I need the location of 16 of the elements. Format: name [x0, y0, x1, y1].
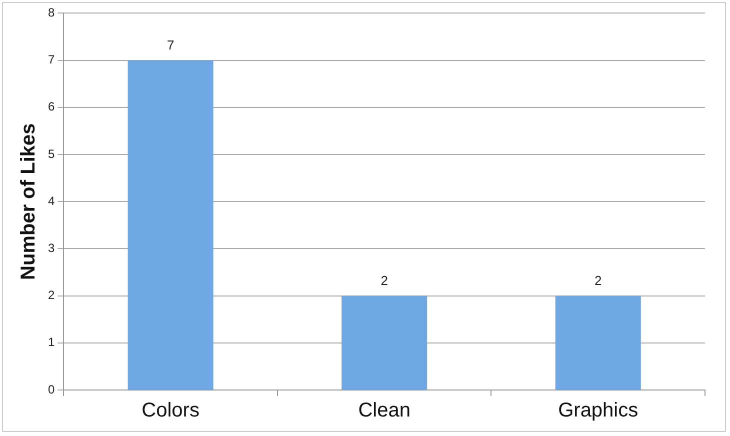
- y-tick-label: 0: [48, 382, 55, 396]
- y-tick-label: 5: [48, 146, 55, 161]
- data-label: 2: [380, 272, 388, 288]
- data-label: 2: [594, 272, 602, 288]
- x-tick-label: Graphics: [558, 400, 638, 422]
- y-tick-label: 8: [48, 6, 55, 20]
- y-tick-label: 2: [48, 288, 55, 302]
- y-tick-label: 7: [48, 52, 55, 67]
- y-tick-label: 3: [48, 241, 55, 256]
- y-tick-label: 1: [48, 335, 55, 350]
- x-tick-label: Clean: [358, 400, 410, 422]
- y-tick-label: 4: [48, 194, 55, 208]
- y-tick-label: 6: [48, 100, 55, 114]
- data-label: 7: [166, 37, 174, 52]
- x-tick-label: Colors: [142, 400, 200, 422]
- y-axis-title: Number of Likes: [18, 123, 40, 280]
